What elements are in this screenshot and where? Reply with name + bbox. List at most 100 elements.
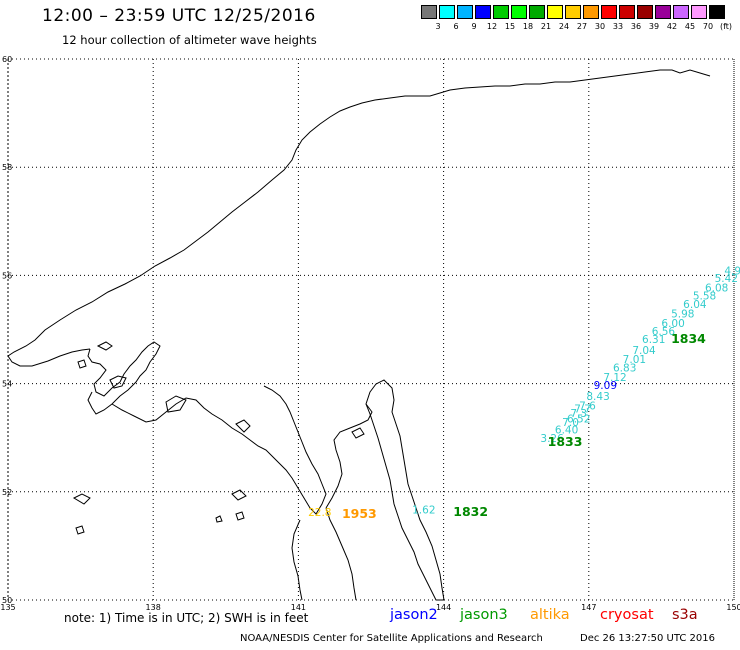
legend-swatch — [655, 5, 671, 19]
swh-value: 8.43 — [586, 391, 609, 403]
generation-timestamp: Dec 26 13:27:50 UTC 2016 — [580, 633, 715, 644]
legend-label: 42 — [666, 22, 678, 31]
lat-tick-label: 54 — [2, 380, 12, 389]
legend-label: 6 — [453, 22, 459, 31]
lon-tick-label: 141 — [291, 603, 306, 612]
legend-swatch — [565, 5, 581, 19]
pass-time-label: 1832 — [453, 504, 488, 519]
axis-labels: 135 138 141 144 147 150 60 58 56 54 52 50 — [0, 55, 740, 612]
legend-label: 18 — [522, 22, 534, 31]
legend-swatch — [619, 5, 635, 19]
legend-label: 70 — [702, 22, 714, 31]
island-10 — [215, 515, 223, 523]
pass-time-label: 1833 — [548, 434, 583, 449]
legend-label: 27 — [576, 22, 588, 31]
lat-tick-label: 52 — [2, 488, 12, 497]
legend-label: 21 — [540, 22, 552, 31]
island-5 — [235, 419, 251, 433]
island-9 — [75, 525, 85, 535]
swh-value: 6.00 — [661, 318, 684, 330]
swh-value: 6.56 — [652, 326, 676, 338]
island-3 — [109, 375, 127, 389]
satellite-cryosat: cryosat — [600, 607, 654, 623]
swh-value: 6.83 — [613, 363, 636, 375]
legend-label: 30 — [594, 22, 606, 31]
lat-tick-label: 50 — [2, 596, 12, 605]
legend-label: 24 — [558, 22, 570, 31]
island-4 — [165, 395, 187, 413]
amur-coast — [291, 403, 373, 601]
legend-swatch — [529, 5, 545, 19]
pass-time-label: 1834 — [671, 331, 706, 346]
swh-value: 7.04 — [632, 345, 656, 357]
lon-tick-label: 150 — [726, 603, 740, 612]
swh-value: 6.40 — [555, 424, 578, 436]
legend-label: 39 — [648, 22, 660, 31]
swh-value: 9.09 — [594, 380, 617, 392]
map-subtitle: 12 hour collection of altimeter wave hei… — [62, 33, 317, 47]
pass-time-label: 1953 — [342, 506, 377, 521]
legend-label: 9 — [471, 22, 477, 31]
swh-value: 6.08 — [705, 283, 728, 295]
legend-label: 33 — [612, 22, 624, 31]
legend-swatch — [493, 5, 509, 19]
island-8 — [235, 511, 245, 521]
island-11 — [351, 427, 365, 439]
legend-label: 36 — [630, 22, 642, 31]
map-title: 12:00 – 23:59 UTC 12/25/2016 — [42, 6, 316, 26]
legend-swatch — [709, 5, 725, 19]
legend-swatch — [637, 5, 653, 19]
legend-swatch — [673, 5, 689, 19]
tatar-coast — [111, 385, 327, 515]
lon-tick-label: 138 — [146, 603, 161, 612]
swh-value: 3.26 — [540, 433, 564, 445]
legend-label: 12 — [486, 22, 498, 31]
lon-tick-label: 144 — [436, 603, 451, 612]
lat-lon-grid — [7, 58, 735, 601]
swh-value: 6.04 — [683, 299, 707, 311]
swh-value: 7.12 — [603, 372, 626, 384]
legend-label: 15 — [504, 22, 516, 31]
lat-tick-label: 58 — [2, 163, 12, 172]
lon-tick-label: 135 — [0, 603, 15, 612]
lat-tick-label: 56 — [2, 271, 12, 280]
swh-value: 1.62 — [412, 504, 435, 516]
lon-tick-label: 147 — [581, 603, 596, 612]
legend-swatch — [511, 5, 527, 19]
coastline — [7, 69, 711, 601]
map-frame — [7, 58, 735, 601]
okhotsk-north-coast — [7, 69, 711, 367]
legend-swatch — [457, 5, 473, 19]
swh-value: 5.98 — [671, 309, 694, 321]
swh-value: 7.7 — [574, 403, 591, 415]
swh-value: 7.3 — [570, 408, 587, 420]
legend-swatch — [475, 5, 491, 19]
legend-label: 3 — [435, 22, 441, 31]
legend-swatch — [601, 5, 617, 19]
swh-value: 7.6 — [579, 401, 596, 413]
satellite-altika: altika — [530, 607, 570, 623]
legend-swatch — [547, 5, 563, 19]
legend-swatch — [691, 5, 707, 19]
legend-label: 45 — [684, 22, 696, 31]
swh-value: 4.9 — [724, 265, 740, 277]
swh-value: 7.01 — [623, 354, 646, 366]
swh-value: 7.0 — [562, 417, 579, 429]
swh-value: 5.58 — [693, 291, 716, 303]
altimeter-track: 3.266.407.06.527.37.77.68.439.097.126.83… — [308, 265, 740, 520]
credit-line: NOAA/NESDIS Center for Satellite Applica… — [240, 633, 543, 644]
swh-value: 6.52 — [567, 414, 590, 426]
legend-swatch — [439, 5, 455, 19]
legend-swatch — [421, 5, 437, 19]
island-7 — [72, 493, 91, 505]
swh-value: 5.42 — [715, 273, 738, 285]
island-6 — [231, 489, 247, 501]
sakhalin-coast — [365, 379, 445, 601]
island-2 — [77, 359, 87, 369]
satellite-s3a: s3a — [672, 607, 698, 623]
swh-value: 22.8 — [308, 507, 331, 519]
legend-label: (ft) — [719, 22, 733, 31]
lat-tick-label: 60 — [2, 55, 12, 64]
legend-swatch — [583, 5, 599, 19]
